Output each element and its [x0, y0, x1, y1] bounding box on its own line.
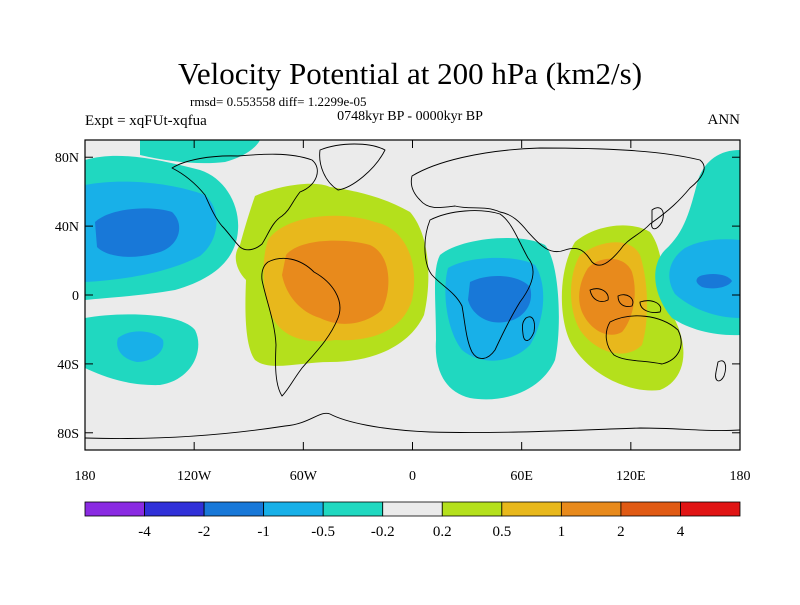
atlantic-americas-positive-anomaly — [235, 183, 429, 366]
australia-coastline — [605, 315, 682, 365]
x-tick-label: 120W — [177, 469, 212, 484]
y-tick-label: 40S — [57, 358, 79, 373]
madagascar-coastline — [522, 316, 535, 341]
colorbar-label: 2 — [617, 524, 625, 540]
colorbar-swatch — [322, 501, 384, 517]
coastlines — [85, 143, 740, 439]
colorbar-label: 4 — [677, 524, 685, 540]
x-tick-label: 120E — [616, 469, 646, 484]
colorbar-label: -4 — [138, 524, 151, 540]
north-pacific-negative-anomaly — [85, 155, 239, 300]
africa-coastline — [424, 210, 534, 359]
x-tick-label: 180 — [730, 469, 751, 484]
west-pacific-negative-anomaly — [655, 150, 740, 336]
negative-contour-1 — [468, 275, 532, 323]
experiment-label: Expt = xqFUt-xqfua — [85, 113, 207, 129]
colorbar-swatch — [263, 501, 324, 517]
arctic-negative-anomaly — [140, 140, 260, 164]
south-america-coastline — [261, 257, 341, 397]
antarctica-coastline — [85, 412, 740, 439]
colorbar-label: 1 — [558, 524, 566, 540]
colorbar-label: -2 — [198, 524, 211, 540]
x-tick-label: 180 — [75, 469, 96, 484]
colorbar-swatch — [441, 501, 503, 517]
y-tick-label: 80S — [57, 427, 79, 442]
stats-line: rmsd= 0.553558 diff= 1.2299e-05 — [190, 94, 367, 109]
x-tick-label: 0 — [409, 469, 416, 484]
colorbar-swatch — [203, 501, 265, 517]
colorbar-label: -0.5 — [311, 524, 335, 540]
x-tick-label: 60W — [290, 469, 318, 484]
colorbar-label: -1 — [257, 524, 270, 540]
greenland-coastline — [319, 143, 386, 191]
maritime-islands-coastline — [589, 288, 662, 313]
period-label: 0748kyr BP - 0000kyr BP — [337, 109, 483, 124]
negative-contour-1 — [696, 273, 732, 289]
y-tick-label: 0 — [72, 289, 79, 304]
negative-contour-1 — [95, 208, 180, 257]
colorbar-label: 0.2 — [433, 524, 452, 540]
chart-title: Velocity Potential at 200 hPa (km2/s) — [178, 56, 642, 91]
anomaly-field — [85, 140, 740, 400]
colorbar-label: -0.2 — [371, 524, 395, 540]
maritime-positive-anomaly — [561, 225, 684, 391]
japan-coastline — [651, 207, 664, 230]
new-zealand-coastline — [715, 360, 727, 382]
positive-contour-1 — [282, 240, 389, 324]
colorbar-swatch — [620, 501, 681, 517]
map-plot-area — [84, 139, 741, 451]
colorbar: -4 -2 -1 -0.5 -0.2 0.2 0.5 1 2 4 — [84, 501, 741, 540]
y-tick-label: 40N — [55, 220, 79, 235]
colorbar-swatch — [680, 501, 741, 517]
north-america-coastline — [171, 153, 318, 251]
positive-contour-1 — [579, 258, 635, 335]
x-tick-label: 60E — [510, 469, 533, 484]
colorbar-swatch — [144, 501, 205, 517]
negative-contour-0.5 — [117, 331, 164, 362]
colorbar-swatch — [560, 501, 622, 517]
x-axis: 180 120W 60W 0 60E 120E 180 — [75, 140, 751, 484]
season-label: ANN — [708, 112, 741, 128]
colorbar-label: 0.5 — [492, 524, 511, 540]
y-axis: 80N 40N 0 40S 80S — [55, 151, 740, 442]
colorbar-swatch — [501, 501, 562, 517]
colorbar-swatch — [84, 501, 145, 517]
y-tick-label: 80N — [55, 151, 79, 166]
colorbar-swatch — [382, 501, 443, 517]
indian-africa-negative-anomaly — [435, 237, 559, 400]
south-pacific-negative-anomaly — [85, 314, 199, 386]
eurasia-coastline — [410, 147, 705, 266]
